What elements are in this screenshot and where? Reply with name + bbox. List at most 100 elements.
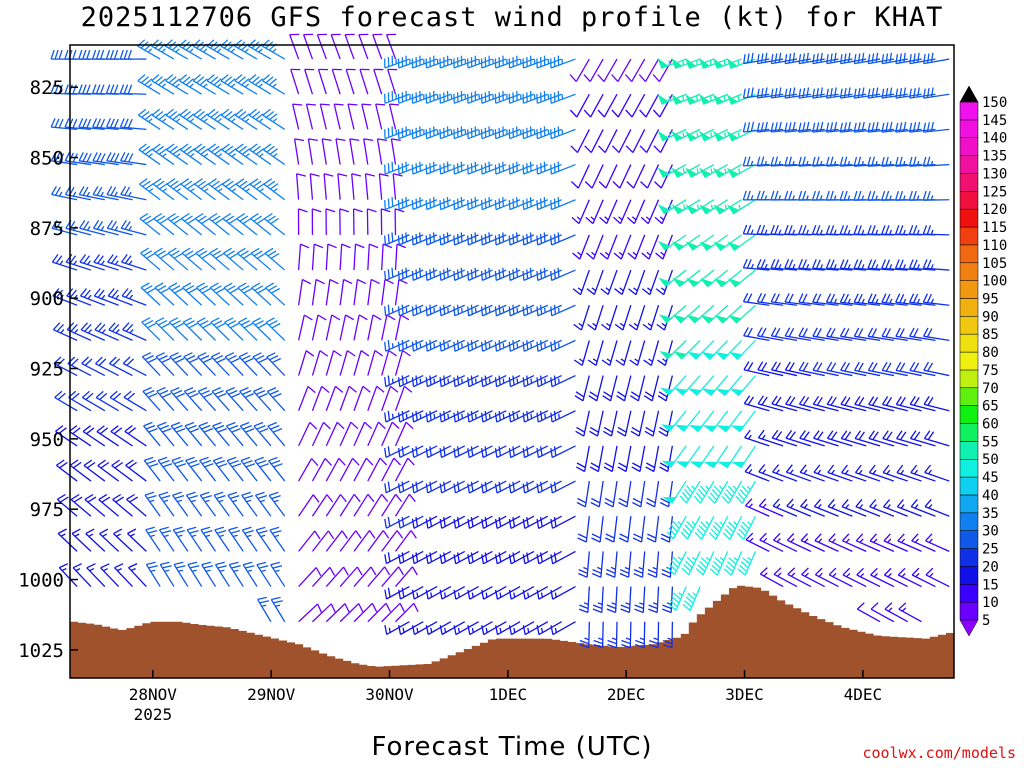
- wind-barb: [453, 55, 479, 69]
- wind-barb: [411, 339, 438, 352]
- wind-barb: [307, 138, 318, 165]
- wind-barb: [884, 602, 909, 623]
- wind-barb: [397, 90, 424, 104]
- wind-barb: [467, 621, 493, 636]
- wind-barb: [922, 259, 950, 271]
- wind-barb: [583, 93, 604, 118]
- wind-barb: [411, 232, 438, 246]
- wind-barb: [236, 247, 258, 271]
- wind-barb: [325, 208, 336, 235]
- credit-link[interactable]: coolwx.com/models: [862, 744, 1016, 762]
- colorbar-label: 20: [982, 559, 999, 575]
- wind-barb: [508, 161, 535, 175]
- wind-barb: [123, 390, 147, 412]
- wind-barb: [611, 93, 632, 118]
- wind-barb: [613, 199, 632, 225]
- wind-barb: [570, 164, 590, 189]
- wind-barb: [679, 480, 701, 504]
- wind-barb: [467, 515, 493, 529]
- colorbar-label: 25: [982, 542, 999, 558]
- wind-barb: [629, 340, 646, 366]
- wind-barb: [867, 361, 895, 377]
- wind-barb: [50, 152, 78, 166]
- wind-barb: [481, 621, 507, 636]
- wind-barb: [744, 463, 770, 482]
- colorbar-swatch: [959, 333, 979, 353]
- wind-barb: [353, 385, 371, 411]
- wind-barb: [226, 421, 244, 447]
- wind-barb: [494, 126, 521, 140]
- wind-barb: [264, 247, 286, 271]
- wind-barb: [384, 232, 410, 246]
- wind-barb: [311, 530, 335, 552]
- wind-barb: [344, 33, 355, 60]
- wind-barb: [550, 55, 576, 69]
- wind-barb: [411, 621, 438, 636]
- wind-barb: [522, 161, 549, 175]
- wind-barb: [220, 108, 244, 130]
- wind-barb: [909, 396, 936, 412]
- wind-barb: [481, 445, 507, 459]
- wind-barb: [826, 52, 853, 65]
- wind-barb: [325, 350, 342, 376]
- colorbar-label: 100: [982, 274, 1007, 290]
- wind-barb: [658, 269, 687, 287]
- wind-barb: [325, 530, 348, 552]
- wind-barb: [673, 339, 701, 360]
- wind-barb: [453, 621, 479, 636]
- wind-barb: [508, 90, 535, 104]
- wind-barb: [573, 340, 590, 366]
- wind-barb: [467, 374, 493, 388]
- wind-barb: [195, 282, 216, 306]
- wind-barb: [536, 550, 562, 565]
- wind-barb: [295, 173, 306, 200]
- wind-barb: [145, 561, 161, 587]
- y-tick-label: 975: [30, 499, 64, 521]
- wind-barb: [137, 108, 161, 130]
- wind-barb: [439, 55, 465, 69]
- wind-barb: [536, 585, 562, 600]
- colorbar-label: 40: [982, 488, 999, 504]
- wind-barb: [798, 52, 825, 65]
- wind-barb: [388, 103, 400, 130]
- wind-barb: [618, 480, 632, 508]
- colorbar-swatch: [959, 476, 979, 496]
- wind-barb: [185, 491, 203, 517]
- wind-barb: [265, 317, 286, 341]
- wind-barb: [53, 356, 78, 377]
- wind-barb: [703, 445, 729, 469]
- wind-barb: [297, 386, 316, 411]
- wind-barb: [771, 395, 798, 412]
- wind-barb: [222, 178, 244, 201]
- wind-barb: [508, 445, 535, 459]
- wind-barb: [311, 385, 330, 411]
- wind-barb: [311, 243, 324, 271]
- wind-barb: [652, 58, 673, 83]
- wind-barb: [825, 87, 853, 99]
- wind-barb: [425, 374, 452, 388]
- wind-barb: [583, 58, 604, 83]
- wind-barb: [97, 459, 120, 482]
- wind-barb: [339, 457, 360, 482]
- wind-barb: [411, 515, 438, 529]
- wind-barb: [654, 164, 673, 189]
- wind-barb: [210, 317, 230, 341]
- wind-barb: [870, 602, 895, 623]
- wind-barb: [550, 126, 576, 140]
- wind-barb: [550, 550, 576, 565]
- wind-barb: [660, 516, 674, 543]
- wind-barb: [923, 327, 950, 342]
- wind-barb: [78, 152, 105, 166]
- wind-barb: [480, 374, 507, 388]
- wind-barb: [784, 259, 811, 271]
- wind-barb: [895, 87, 922, 99]
- wind-barb: [870, 567, 895, 588]
- wind-barb: [182, 282, 203, 306]
- wind-barb: [394, 208, 405, 235]
- wind-barb: [786, 533, 812, 552]
- wind-barb: [384, 445, 410, 458]
- wind-barb: [584, 164, 604, 189]
- wind-barb: [70, 493, 92, 517]
- wind-barb: [758, 464, 784, 482]
- wind-barb: [397, 304, 424, 317]
